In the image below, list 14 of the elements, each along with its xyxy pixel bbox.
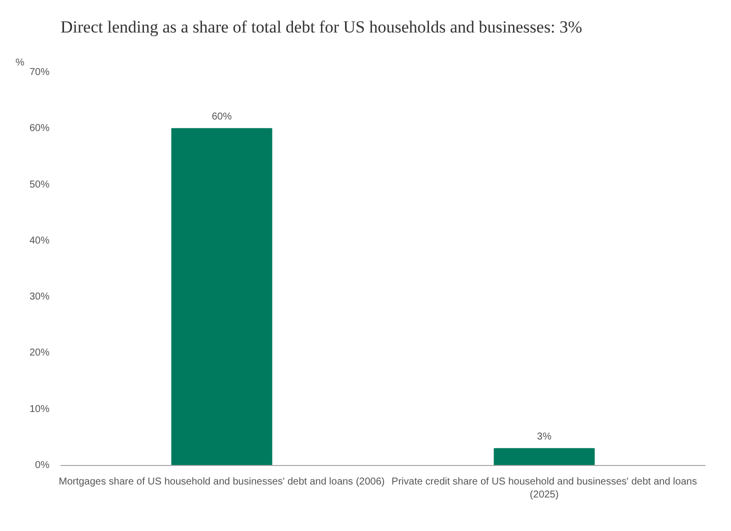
data-label: 60% <box>212 112 232 123</box>
x-tick-label: Private credit share of US household and businesses' debt and loans (2025) <box>392 476 697 501</box>
y-tick-label: 30% <box>29 292 50 303</box>
y-tick-label: 40% <box>29 235 50 246</box>
y-tick-label: 20% <box>29 348 50 359</box>
y-tick-label: 60% <box>29 123 50 134</box>
y-axis-title: % <box>16 58 24 68</box>
y-tick-label: 70% <box>29 67 50 78</box>
y-tick-label: 10% <box>29 404 50 415</box>
y-tick-label: 50% <box>29 179 50 190</box>
x-tick-label: Mortgages share of US household and businesses' debt and loans (2006) <box>58 476 385 488</box>
y-tick-label: 0% <box>35 460 50 471</box>
data-label: 3% <box>537 432 552 443</box>
chart-title: Direct lending as a share of total debt for US households and businesses: 3% <box>60 18 582 36</box>
